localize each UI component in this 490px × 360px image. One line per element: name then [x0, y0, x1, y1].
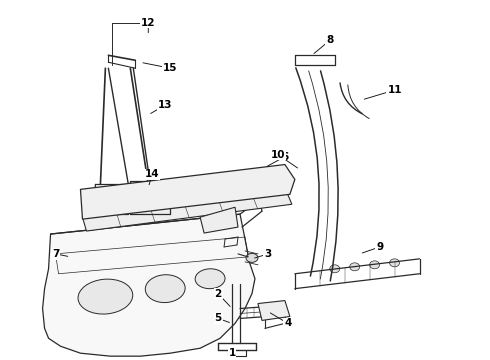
Text: 10: 10 [270, 150, 285, 159]
Text: 6: 6 [281, 152, 289, 162]
Polygon shape [43, 214, 255, 356]
Ellipse shape [246, 253, 258, 262]
Text: 5: 5 [215, 314, 221, 323]
Text: 2: 2 [215, 289, 221, 298]
Ellipse shape [141, 190, 159, 204]
Ellipse shape [369, 261, 380, 269]
Ellipse shape [350, 263, 360, 271]
Text: 4: 4 [284, 318, 292, 328]
Ellipse shape [187, 186, 197, 194]
Text: 1: 1 [228, 348, 236, 358]
Text: 3: 3 [264, 249, 271, 259]
Text: 9: 9 [376, 242, 383, 252]
Text: 7: 7 [52, 249, 59, 259]
Ellipse shape [203, 220, 213, 228]
Ellipse shape [330, 265, 340, 273]
Text: 11: 11 [387, 85, 402, 95]
Ellipse shape [101, 192, 118, 205]
Polygon shape [82, 179, 290, 217]
Ellipse shape [195, 269, 225, 289]
Polygon shape [80, 165, 295, 219]
Ellipse shape [78, 279, 133, 314]
Text: 15: 15 [163, 63, 177, 73]
Ellipse shape [390, 259, 399, 267]
Polygon shape [200, 207, 238, 233]
Text: 8: 8 [326, 35, 333, 45]
Ellipse shape [146, 275, 185, 302]
Polygon shape [258, 301, 290, 320]
Text: 12: 12 [141, 18, 155, 27]
Polygon shape [82, 192, 292, 231]
Text: 13: 13 [158, 100, 172, 110]
Text: 14: 14 [145, 170, 160, 180]
